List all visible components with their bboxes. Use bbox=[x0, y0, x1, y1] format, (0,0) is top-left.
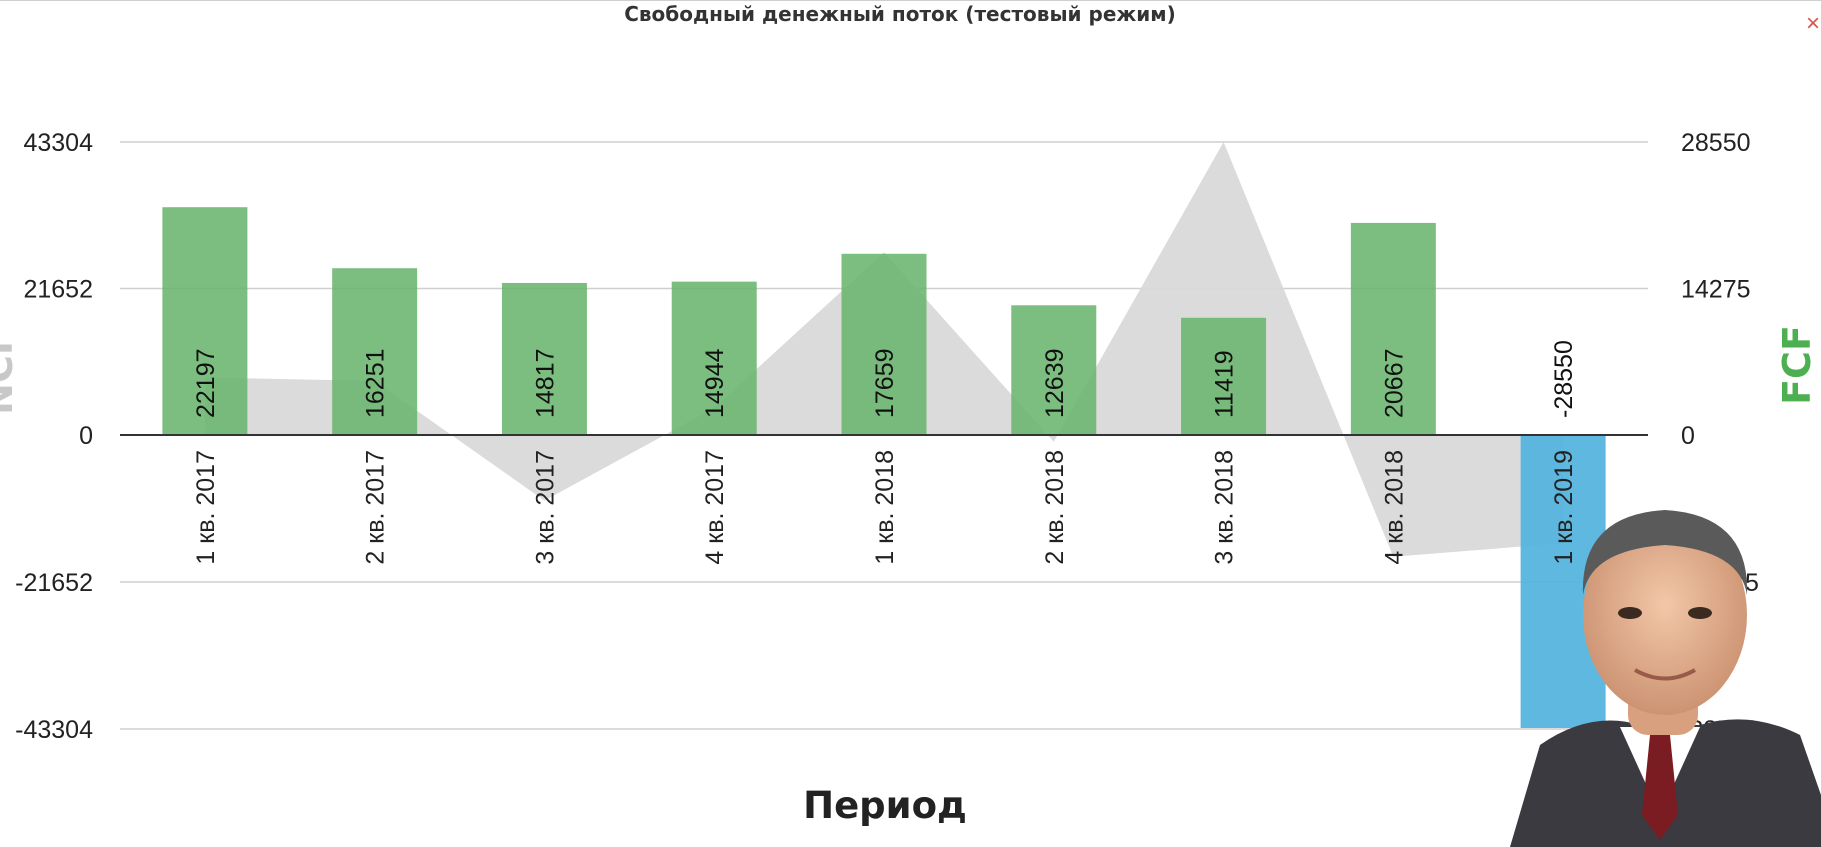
fcf-bar bbox=[1181, 317, 1267, 435]
x-axis-title: Период bbox=[803, 784, 967, 827]
right-tick-label: 0 bbox=[1681, 422, 1695, 450]
category-label: 4 кв. 2017 bbox=[701, 450, 729, 565]
bar-value-label: 16251 bbox=[362, 348, 390, 418]
bar-value-labels: 22197 16251 14817 14944 17659 12639 11419 20667… bbox=[192, 340, 1578, 418]
left-axis-title: NCF bbox=[0, 329, 21, 415]
category-label: 3 кв. 2017 bbox=[531, 450, 559, 565]
right-axis-title: FCF bbox=[1775, 325, 1819, 405]
fcf-bar bbox=[1350, 222, 1436, 435]
bar-value-label: 20667 bbox=[1380, 348, 1408, 418]
fcf-bar bbox=[162, 207, 248, 435]
bar-value-label: 17659 bbox=[871, 348, 899, 418]
bar-value-label: 14944 bbox=[701, 348, 729, 418]
right-tick-label: 14275 bbox=[1681, 276, 1751, 304]
close-icon[interactable]: × bbox=[1806, 10, 1821, 37]
bar-value-label: 14817 bbox=[531, 348, 559, 418]
left-tick-label: 0 bbox=[79, 422, 93, 450]
category-label: 4 кв. 2018 bbox=[1380, 450, 1408, 565]
left-tick-label: -43304 bbox=[15, 716, 93, 744]
left-axis-ticks: 43304 21652 0 -21652 -43304 bbox=[15, 129, 93, 744]
top-border bbox=[0, 0, 1821, 1]
fcf-bar bbox=[841, 253, 927, 435]
bar-value-label: 22197 bbox=[192, 348, 220, 418]
category-label: 1 кв. 2018 bbox=[871, 450, 899, 565]
left-tick-label: -21652 bbox=[15, 569, 93, 597]
fcf-bar-series bbox=[162, 207, 1606, 728]
left-tick-label: 43304 bbox=[23, 129, 93, 157]
category-label: 3 кв. 2018 bbox=[1211, 450, 1239, 565]
category-labels: 1 кв. 2017 2 кв. 2017 3 кв. 2017 4 кв. 2017… bbox=[192, 450, 1578, 565]
category-label: 2 кв. 2017 bbox=[362, 450, 390, 565]
fcf-bar bbox=[501, 282, 587, 435]
fcf-bar bbox=[332, 268, 418, 435]
chart-title: Свободный денежный поток (тестовый режим… bbox=[624, 2, 1176, 26]
category-label: 1 кв. 2017 bbox=[192, 450, 220, 565]
category-label: 1 кв. 2019 bbox=[1550, 450, 1578, 565]
bar-value-label: -28550 bbox=[1550, 340, 1578, 418]
bar-value-label: 12639 bbox=[1041, 348, 1069, 418]
left-tick-label: 21652 bbox=[23, 276, 93, 304]
person-photo bbox=[1510, 510, 1821, 847]
category-label: 2 кв. 2018 bbox=[1041, 450, 1069, 565]
bar-value-label: 11419 bbox=[1211, 350, 1239, 418]
right-tick-label: 28550 bbox=[1681, 129, 1751, 157]
fcf-bar bbox=[671, 281, 757, 435]
fcf-bar bbox=[1011, 305, 1097, 435]
